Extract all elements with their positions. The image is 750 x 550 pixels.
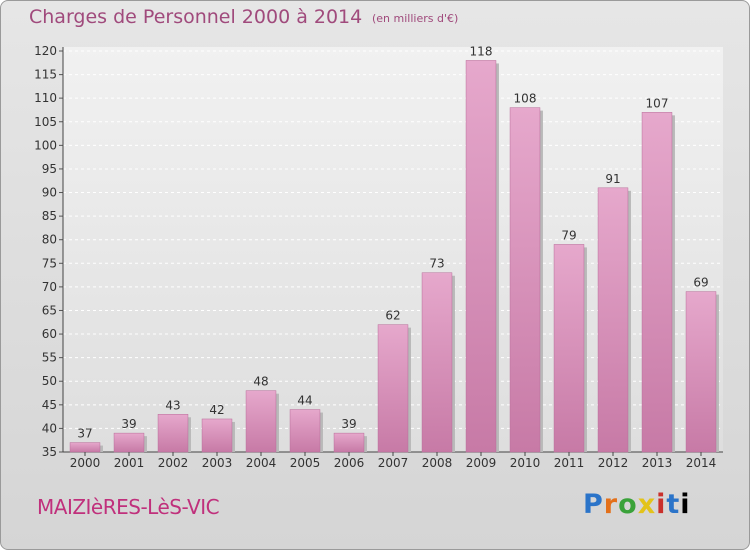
x-tick-label: 2009 <box>466 456 497 470</box>
bar <box>289 409 321 453</box>
bar <box>465 60 497 453</box>
y-tick-label: 45 <box>42 398 57 412</box>
x-tick-label: 2005 <box>290 456 321 470</box>
data-label: 39 <box>121 417 136 431</box>
data-label: 118 <box>470 44 493 58</box>
y-tick-label: 120 <box>34 44 57 58</box>
commune-name: MAIZIèRES-LèS-VIC <box>37 495 220 519</box>
data-label: 44 <box>297 394 312 408</box>
y-tick-label: 105 <box>34 115 57 129</box>
data-label: 79 <box>561 228 576 242</box>
bar <box>685 291 717 453</box>
x-tick-label: 2001 <box>114 456 145 470</box>
x-tick-label: 2010 <box>510 456 541 470</box>
bar <box>553 244 585 453</box>
y-tick-label: 40 <box>42 421 57 435</box>
proxiti-logo[interactable]: Proxiti <box>583 489 691 520</box>
y-tick-label: 110 <box>34 91 57 105</box>
y-tick-label: 85 <box>42 209 57 223</box>
chart-subtitle: (en milliers d'€) <box>372 12 459 25</box>
bar <box>245 390 277 453</box>
x-tick-label: 2013 <box>642 456 673 470</box>
y-tick-label: 65 <box>42 303 57 317</box>
bar <box>113 432 145 453</box>
bar <box>641 112 673 453</box>
bar <box>421 272 453 453</box>
y-tick-label: 50 <box>42 374 57 388</box>
data-label: 39 <box>341 417 356 431</box>
y-tick-label: 115 <box>34 68 57 82</box>
bar <box>509 107 541 453</box>
chart-title: Charges de Personnel 2000 à 2014 <box>29 6 363 28</box>
data-label: 37 <box>77 427 92 441</box>
data-label: 108 <box>514 92 537 106</box>
x-tick-label: 2011 <box>554 456 585 470</box>
x-tick-label: 2000 <box>70 456 101 470</box>
data-label: 69 <box>693 276 708 290</box>
data-label: 62 <box>385 309 400 323</box>
x-tick-label: 2014 <box>686 456 717 470</box>
data-label: 48 <box>253 375 268 389</box>
x-tick-label: 2007 <box>378 456 409 470</box>
data-label: 42 <box>209 403 224 417</box>
y-tick-label: 100 <box>34 138 57 152</box>
bar <box>377 324 409 453</box>
y-tick-label: 70 <box>42 280 57 294</box>
bar <box>157 414 189 453</box>
y-tick-label: 75 <box>42 256 57 270</box>
data-label: 43 <box>165 398 180 412</box>
x-tick-label: 2008 <box>422 456 453 470</box>
y-tick-label: 35 <box>42 445 57 459</box>
y-tick-label: 60 <box>42 327 57 341</box>
x-tick-label: 2002 <box>158 456 189 470</box>
x-tick-label: 2003 <box>202 456 233 470</box>
x-tick-label: 2006 <box>334 456 365 470</box>
y-tick-label: 90 <box>42 186 57 200</box>
data-label: 73 <box>429 257 444 271</box>
data-label: 91 <box>605 172 620 186</box>
x-tick-label: 2012 <box>598 456 629 470</box>
data-label: 107 <box>646 96 669 110</box>
y-tick-label: 95 <box>42 162 57 176</box>
y-tick-label: 55 <box>42 351 57 365</box>
bar <box>201 418 233 453</box>
bar <box>597 187 629 453</box>
x-tick-label: 2004 <box>246 456 277 470</box>
y-tick-label: 80 <box>42 233 57 247</box>
bar <box>333 432 365 453</box>
bar <box>69 442 101 453</box>
